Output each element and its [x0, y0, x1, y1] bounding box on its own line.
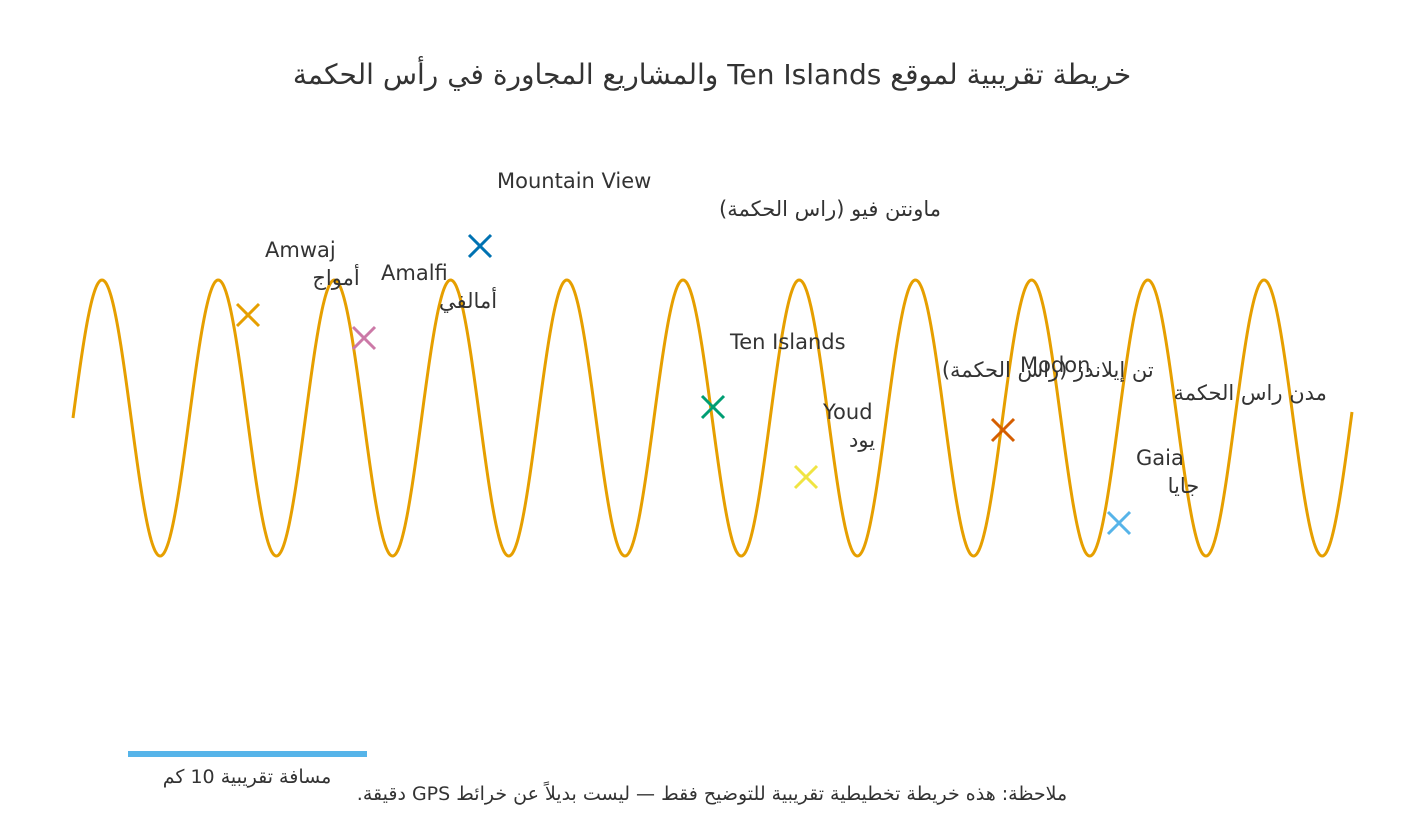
place-label-ar: أمواج: [312, 264, 359, 291]
place-ten-islands[interactable]: Ten Islands تن إيلاندز (راس الحكمة): [700, 330, 1154, 420]
x-marker-icon: [1106, 510, 1132, 536]
x-marker-icon: [700, 394, 726, 420]
place-label-ar: ماونتن فيو (راس الحكمة): [719, 197, 941, 221]
coastline-wave: [71, 278, 1354, 558]
place-label-en: Amwaj: [265, 238, 336, 262]
place-label-ar: أمالفي: [439, 287, 497, 313]
place-label-ar: مدن راس الحكمة: [1173, 381, 1326, 405]
map-title: خريطة تقريبية لموقع Ten Islands والمشاري…: [293, 55, 1131, 91]
place-label-en: Ten Islands: [729, 330, 846, 354]
x-marker-icon: [467, 233, 493, 259]
place-label-en: Youd: [822, 400, 873, 424]
place-label-ar: تن إيلاندز (راس الحكمة): [942, 358, 1154, 383]
place-youd[interactable]: Youd يود: [793, 400, 875, 490]
place-mountain-view[interactable]: Mountain View ماونتن فيو (راس الحكمة): [467, 169, 941, 259]
x-marker-icon: [990, 417, 1016, 443]
place-label-en: Mountain View: [497, 169, 651, 193]
place-label-en: Gaia: [1136, 446, 1184, 470]
place-modon[interactable]: Modon مدن راس الحكمة: [990, 353, 1327, 443]
place-label-ar: يود: [849, 428, 875, 452]
place-gaia[interactable]: Gaia جايا: [1106, 446, 1200, 536]
x-marker-icon: [793, 464, 819, 490]
x-marker-icon: [351, 325, 377, 351]
x-marker-icon: [235, 302, 261, 328]
place-label-en: Amalfi: [381, 261, 448, 285]
place-label-en: Modon: [1020, 353, 1090, 377]
scale-label: مسافة تقريبية 10 كم: [163, 766, 332, 788]
map-note: ملاحظة: هذه خريطة تخطيطية تقريبية للتوضي…: [357, 781, 1067, 805]
place-label-ar: جايا: [1168, 474, 1200, 498]
